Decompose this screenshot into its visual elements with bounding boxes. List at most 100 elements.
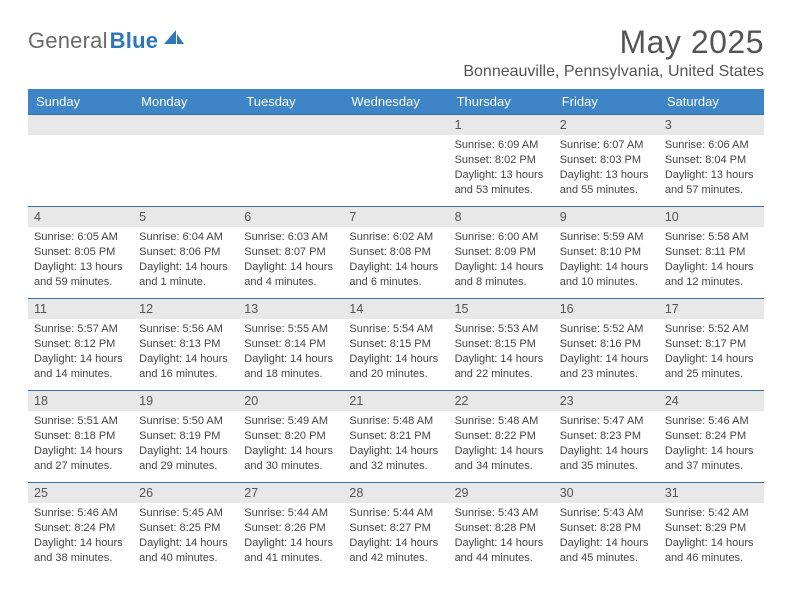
day-number: 7 xyxy=(343,207,448,227)
calendar-cell: 15Sunrise: 5:53 AMSunset: 8:15 PMDayligh… xyxy=(449,299,554,391)
calendar-cell: 30Sunrise: 5:43 AMSunset: 8:28 PMDayligh… xyxy=(554,483,659,575)
day-number: 29 xyxy=(449,483,554,503)
day-details: Sunrise: 5:57 AMSunset: 8:12 PMDaylight:… xyxy=(28,319,133,385)
day-number: 19 xyxy=(133,391,238,411)
day-number: 28 xyxy=(343,483,448,503)
day-number xyxy=(238,115,343,135)
calendar-cell: 8Sunrise: 6:00 AMSunset: 8:09 PMDaylight… xyxy=(449,207,554,299)
day-number: 18 xyxy=(28,391,133,411)
day-number: 1 xyxy=(449,115,554,135)
day-number: 6 xyxy=(238,207,343,227)
month-title: May 2025 xyxy=(463,24,764,61)
calendar-cell: 16Sunrise: 5:52 AMSunset: 8:16 PMDayligh… xyxy=(554,299,659,391)
day-number: 14 xyxy=(343,299,448,319)
calendar-cell: 27Sunrise: 5:44 AMSunset: 8:26 PMDayligh… xyxy=(238,483,343,575)
calendar-cell: 3Sunrise: 6:06 AMSunset: 8:04 PMDaylight… xyxy=(659,115,764,207)
day-number: 2 xyxy=(554,115,659,135)
calendar-table: Sunday Monday Tuesday Wednesday Thursday… xyxy=(28,89,764,575)
day-number: 13 xyxy=(238,299,343,319)
day-number: 4 xyxy=(28,207,133,227)
calendar-cell: 19Sunrise: 5:50 AMSunset: 8:19 PMDayligh… xyxy=(133,391,238,483)
day-details: Sunrise: 5:48 AMSunset: 8:21 PMDaylight:… xyxy=(343,411,448,477)
day-details: Sunrise: 6:03 AMSunset: 8:07 PMDaylight:… xyxy=(238,227,343,293)
day-details: Sunrise: 5:43 AMSunset: 8:28 PMDaylight:… xyxy=(554,503,659,569)
day-details: Sunrise: 5:44 AMSunset: 8:27 PMDaylight:… xyxy=(343,503,448,569)
calendar-cell xyxy=(28,115,133,207)
day-number: 12 xyxy=(133,299,238,319)
day-details: Sunrise: 5:42 AMSunset: 8:29 PMDaylight:… xyxy=(659,503,764,569)
calendar-cell: 25Sunrise: 5:46 AMSunset: 8:24 PMDayligh… xyxy=(28,483,133,575)
day-details: Sunrise: 5:47 AMSunset: 8:23 PMDaylight:… xyxy=(554,411,659,477)
calendar-cell: 4Sunrise: 6:05 AMSunset: 8:05 PMDaylight… xyxy=(28,207,133,299)
calendar-cell xyxy=(133,115,238,207)
calendar-row: 25Sunrise: 5:46 AMSunset: 8:24 PMDayligh… xyxy=(28,483,764,575)
day-number: 21 xyxy=(343,391,448,411)
day-number xyxy=(133,115,238,135)
calendar-cell: 31Sunrise: 5:42 AMSunset: 8:29 PMDayligh… xyxy=(659,483,764,575)
header: GeneralBlue May 2025 Bonneauville, Penns… xyxy=(28,24,764,81)
brand-logo: GeneralBlue xyxy=(28,24,186,54)
day-details: Sunrise: 6:09 AMSunset: 8:02 PMDaylight:… xyxy=(449,135,554,201)
day-details: Sunrise: 5:58 AMSunset: 8:11 PMDaylight:… xyxy=(659,227,764,293)
calendar-cell: 7Sunrise: 6:02 AMSunset: 8:08 PMDaylight… xyxy=(343,207,448,299)
day-details: Sunrise: 5:46 AMSunset: 8:24 PMDaylight:… xyxy=(659,411,764,477)
day-number: 10 xyxy=(659,207,764,227)
day-details: Sunrise: 5:48 AMSunset: 8:22 PMDaylight:… xyxy=(449,411,554,477)
calendar-cell: 13Sunrise: 5:55 AMSunset: 8:14 PMDayligh… xyxy=(238,299,343,391)
brand-sail-icon xyxy=(162,28,186,51)
day-details: Sunrise: 5:59 AMSunset: 8:10 PMDaylight:… xyxy=(554,227,659,293)
day-number: 23 xyxy=(554,391,659,411)
day-number: 30 xyxy=(554,483,659,503)
dayhead-fri: Friday xyxy=(554,89,659,115)
day-number: 25 xyxy=(28,483,133,503)
day-number: 17 xyxy=(659,299,764,319)
calendar-cell: 9Sunrise: 5:59 AMSunset: 8:10 PMDaylight… xyxy=(554,207,659,299)
day-header-row: Sunday Monday Tuesday Wednesday Thursday… xyxy=(28,89,764,115)
calendar-cell: 22Sunrise: 5:48 AMSunset: 8:22 PMDayligh… xyxy=(449,391,554,483)
day-number xyxy=(343,115,448,135)
day-number: 24 xyxy=(659,391,764,411)
calendar-cell xyxy=(238,115,343,207)
day-number: 15 xyxy=(449,299,554,319)
dayhead-sun: Sunday xyxy=(28,89,133,115)
day-details: Sunrise: 6:05 AMSunset: 8:05 PMDaylight:… xyxy=(28,227,133,293)
day-number: 16 xyxy=(554,299,659,319)
day-details: Sunrise: 5:43 AMSunset: 8:28 PMDaylight:… xyxy=(449,503,554,569)
brand-text-gray: General xyxy=(28,28,108,54)
day-details: Sunrise: 5:45 AMSunset: 8:25 PMDaylight:… xyxy=(133,503,238,569)
calendar-cell: 2Sunrise: 6:07 AMSunset: 8:03 PMDaylight… xyxy=(554,115,659,207)
calendar-cell: 24Sunrise: 5:46 AMSunset: 8:24 PMDayligh… xyxy=(659,391,764,483)
day-details: Sunrise: 5:44 AMSunset: 8:26 PMDaylight:… xyxy=(238,503,343,569)
day-number: 5 xyxy=(133,207,238,227)
day-number: 22 xyxy=(449,391,554,411)
title-block: May 2025 Bonneauville, Pennsylvania, Uni… xyxy=(463,24,764,81)
day-details: Sunrise: 5:54 AMSunset: 8:15 PMDaylight:… xyxy=(343,319,448,385)
day-number: 3 xyxy=(659,115,764,135)
day-details: Sunrise: 5:52 AMSunset: 8:16 PMDaylight:… xyxy=(554,319,659,385)
day-details: Sunrise: 6:02 AMSunset: 8:08 PMDaylight:… xyxy=(343,227,448,293)
dayhead-tue: Tuesday xyxy=(238,89,343,115)
calendar-cell: 1Sunrise: 6:09 AMSunset: 8:02 PMDaylight… xyxy=(449,115,554,207)
day-details: Sunrise: 5:50 AMSunset: 8:19 PMDaylight:… xyxy=(133,411,238,477)
dayhead-thu: Thursday xyxy=(449,89,554,115)
brand-text-blue: Blue xyxy=(110,28,158,54)
calendar-cell: 5Sunrise: 6:04 AMSunset: 8:06 PMDaylight… xyxy=(133,207,238,299)
day-details: Sunrise: 6:00 AMSunset: 8:09 PMDaylight:… xyxy=(449,227,554,293)
day-details: Sunrise: 6:06 AMSunset: 8:04 PMDaylight:… xyxy=(659,135,764,201)
calendar-row: 11Sunrise: 5:57 AMSunset: 8:12 PMDayligh… xyxy=(28,299,764,391)
calendar-cell: 10Sunrise: 5:58 AMSunset: 8:11 PMDayligh… xyxy=(659,207,764,299)
calendar-cell: 6Sunrise: 6:03 AMSunset: 8:07 PMDaylight… xyxy=(238,207,343,299)
day-details: Sunrise: 5:56 AMSunset: 8:13 PMDaylight:… xyxy=(133,319,238,385)
calendar-cell: 18Sunrise: 5:51 AMSunset: 8:18 PMDayligh… xyxy=(28,391,133,483)
calendar-cell: 29Sunrise: 5:43 AMSunset: 8:28 PMDayligh… xyxy=(449,483,554,575)
calendar-cell: 17Sunrise: 5:52 AMSunset: 8:17 PMDayligh… xyxy=(659,299,764,391)
dayhead-mon: Monday xyxy=(133,89,238,115)
calendar-cell: 28Sunrise: 5:44 AMSunset: 8:27 PMDayligh… xyxy=(343,483,448,575)
day-number xyxy=(28,115,133,135)
calendar-cell: 14Sunrise: 5:54 AMSunset: 8:15 PMDayligh… xyxy=(343,299,448,391)
day-details: Sunrise: 6:04 AMSunset: 8:06 PMDaylight:… xyxy=(133,227,238,293)
day-number: 27 xyxy=(238,483,343,503)
day-details: Sunrise: 5:46 AMSunset: 8:24 PMDaylight:… xyxy=(28,503,133,569)
day-details: Sunrise: 5:51 AMSunset: 8:18 PMDaylight:… xyxy=(28,411,133,477)
day-number: 9 xyxy=(554,207,659,227)
